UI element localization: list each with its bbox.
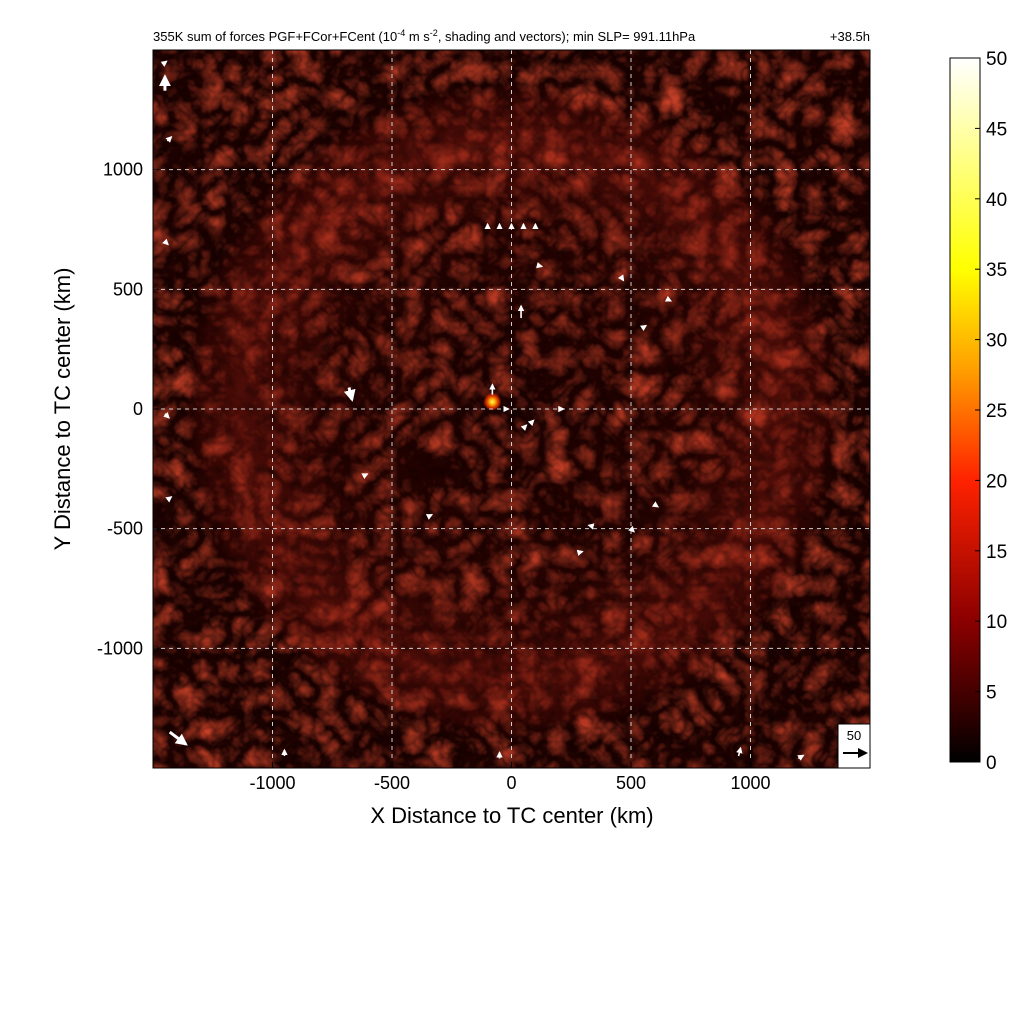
force-vectors (158, 60, 805, 761)
colorbar-tick-label: 35 (986, 260, 1007, 281)
y-tick-label: -500 (107, 519, 143, 539)
colorbar-tick-label: 30 (986, 331, 1007, 352)
colorbar-tick-label: 15 (986, 542, 1007, 563)
y-axis-ticks: -1000 -500 0 500 1000 (97, 160, 159, 658)
title-main: 355K sum of forces PGF+FCor+FCent (10 (153, 29, 397, 44)
reference-vector-label: 50 (847, 728, 861, 743)
time-label: +38.5h (830, 29, 870, 44)
colorbar-tick-label: 45 (986, 119, 1007, 140)
force-vector (536, 262, 544, 269)
y-axis-label: Y Distance to TC center (km) (50, 268, 75, 551)
reference-vector-box: 50 (837, 723, 871, 769)
force-vector (576, 549, 584, 556)
force-vector (651, 501, 660, 508)
x-tick-label: 0 (506, 773, 516, 793)
force-vector (797, 754, 805, 761)
force-vector (163, 411, 170, 419)
force-vector (628, 525, 635, 533)
title-mid: m s (405, 29, 430, 44)
colorbar-tick-label: 20 (986, 471, 1007, 492)
force-vector (664, 295, 673, 302)
x-tick-label: 1000 (730, 773, 770, 793)
force-vector (165, 496, 173, 503)
y-tick-label: 0 (133, 399, 143, 419)
force-vector (520, 424, 528, 431)
y-tick-label: -1000 (97, 638, 143, 658)
x-axis-ticks: -1000 -500 0 500 1000 (249, 762, 771, 793)
colorbar-tick-label: 5 (986, 683, 997, 704)
force-vector (361, 473, 369, 480)
force-vector (736, 746, 743, 757)
colorbar-tick-label: 0 (986, 753, 997, 774)
force-vector (160, 60, 168, 67)
x-tick-label: -1000 (249, 773, 295, 793)
colorbar-tick-label: 40 (986, 190, 1007, 211)
y-tick-label: 1000 (103, 160, 143, 180)
x-axis-label: X Distance to TC center (km) (370, 803, 653, 828)
hotspot (483, 392, 502, 411)
title-tail: , shading and vectors); min SLP= 991.11h… (438, 29, 696, 44)
force-vector (617, 274, 625, 282)
title-exponent: -4 (397, 28, 405, 38)
x-tick-label: -500 (374, 773, 410, 793)
colorbar-ticks: 0 5 10 15 20 25 30 35 40 45 50 (975, 49, 1007, 774)
force-vector (425, 513, 434, 520)
force-vector (639, 324, 648, 332)
force-vector (168, 730, 188, 746)
colorbar-tick-label: 10 (986, 612, 1007, 633)
title-exponent-2: -2 (430, 28, 438, 38)
chart-title: 355K sum of forces PGF+FCor+FCent (10-4 … (153, 28, 696, 44)
force-vector (162, 238, 169, 246)
force-vector (165, 135, 173, 143)
force-vector (527, 419, 535, 427)
force-vector (587, 523, 595, 530)
y-tick-label: 500 (113, 279, 143, 299)
colorbar-tick-label: 25 (986, 401, 1007, 422)
x-tick-label: 500 (616, 773, 646, 793)
force-vector (343, 387, 356, 402)
colorbar-tick-label: 50 (986, 49, 1007, 70)
